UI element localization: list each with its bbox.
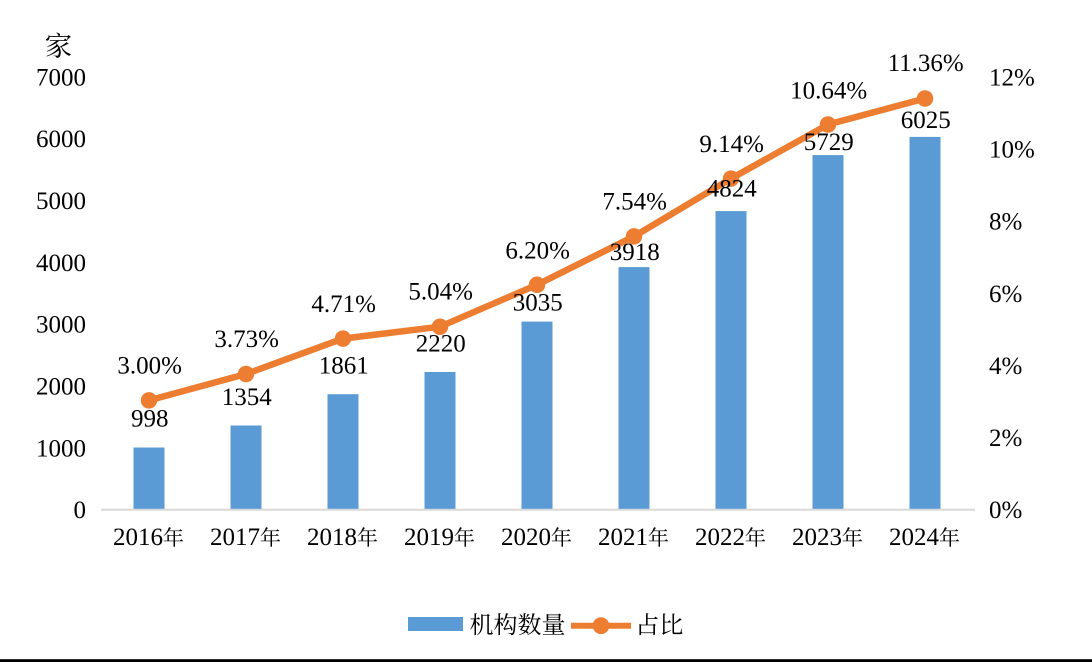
svg-text:5000: 5000	[36, 188, 86, 215]
svg-text:2022: 2022	[695, 524, 745, 551]
svg-text:5.04%: 5.04%	[408, 279, 473, 306]
svg-text:4000: 4000	[36, 250, 86, 277]
svg-text:2017: 2017	[210, 524, 260, 551]
svg-text:7.54%: 7.54%	[602, 189, 667, 216]
svg-text:2024: 2024	[889, 524, 940, 551]
svg-text:6%: 6%	[989, 281, 1022, 308]
svg-text:998: 998	[131, 406, 169, 433]
svg-text:3000: 3000	[36, 312, 86, 339]
svg-text:6.20%: 6.20%	[505, 237, 570, 264]
svg-text:2018: 2018	[307, 524, 357, 551]
svg-text:10%: 10%	[989, 137, 1035, 164]
svg-text:4824: 4824	[707, 175, 758, 202]
svg-text:2220: 2220	[416, 331, 466, 358]
svg-text:1354: 1354	[222, 384, 273, 411]
svg-text:2016: 2016	[113, 524, 163, 551]
svg-text:10.64%: 10.64%	[790, 77, 867, 104]
svg-text:2%: 2%	[989, 425, 1022, 452]
svg-text:7000: 7000	[36, 64, 86, 91]
svg-text:2021: 2021	[598, 524, 648, 551]
svg-text:4.71%: 4.71%	[311, 291, 376, 318]
svg-text:8%: 8%	[989, 209, 1022, 236]
svg-text:1861: 1861	[319, 353, 369, 380]
svg-text:3918: 3918	[610, 239, 660, 266]
svg-text:5729: 5729	[804, 129, 854, 156]
svg-text:6025: 6025	[901, 107, 951, 134]
svg-text:6000: 6000	[36, 126, 86, 153]
svg-text:1000: 1000	[36, 435, 86, 462]
svg-text:4%: 4%	[989, 353, 1022, 380]
svg-text:3.00%: 3.00%	[117, 353, 182, 380]
svg-text:0%: 0%	[989, 497, 1022, 524]
svg-text:11.36%: 11.36%	[888, 50, 964, 77]
svg-text:2020: 2020	[501, 524, 551, 551]
svg-text:3035: 3035	[513, 290, 563, 317]
svg-text:12%: 12%	[989, 65, 1035, 92]
svg-text:2019: 2019	[404, 524, 454, 551]
svg-text:2023: 2023	[792, 524, 842, 551]
svg-text:2000: 2000	[36, 373, 86, 400]
svg-text:3.73%: 3.73%	[214, 326, 279, 353]
svg-text:0: 0	[74, 497, 87, 524]
svg-text:9.14%: 9.14%	[699, 131, 764, 158]
